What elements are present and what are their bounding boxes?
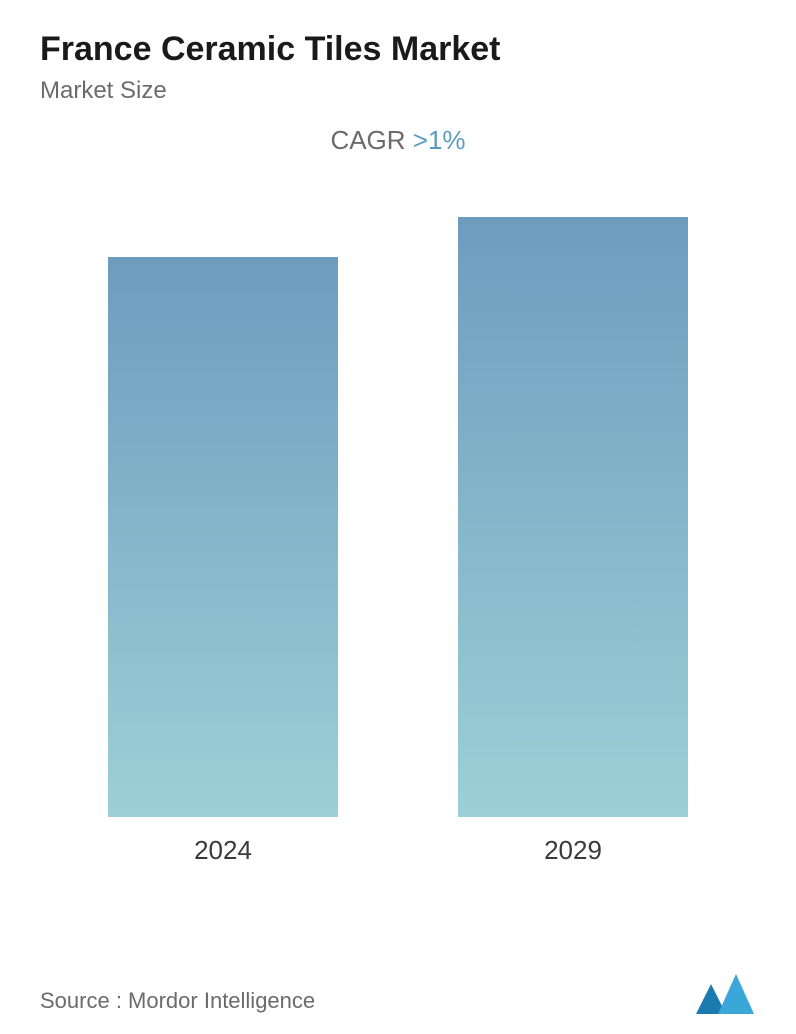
- bar-1: [458, 217, 688, 817]
- cagr-label: CAGR: [330, 125, 412, 155]
- bar-group-1: 2029: [458, 217, 688, 866]
- bar-label-1: 2029: [544, 835, 602, 866]
- footer: Source : Mordor Intelligence: [40, 974, 756, 1014]
- chart-subtitle: Market Size: [40, 77, 756, 105]
- chart-area: 2024 2029: [40, 206, 756, 926]
- cagr-line: CAGR >1%: [40, 125, 756, 156]
- chart-title: France Ceramic Tiles Market: [40, 30, 756, 69]
- logo-icon: [696, 974, 756, 1014]
- cagr-value: >1%: [413, 125, 466, 155]
- bar-group-0: 2024: [108, 257, 338, 866]
- bar-label-0: 2024: [194, 835, 252, 866]
- source-text: Source : Mordor Intelligence: [40, 988, 315, 1014]
- bar-0: [108, 257, 338, 817]
